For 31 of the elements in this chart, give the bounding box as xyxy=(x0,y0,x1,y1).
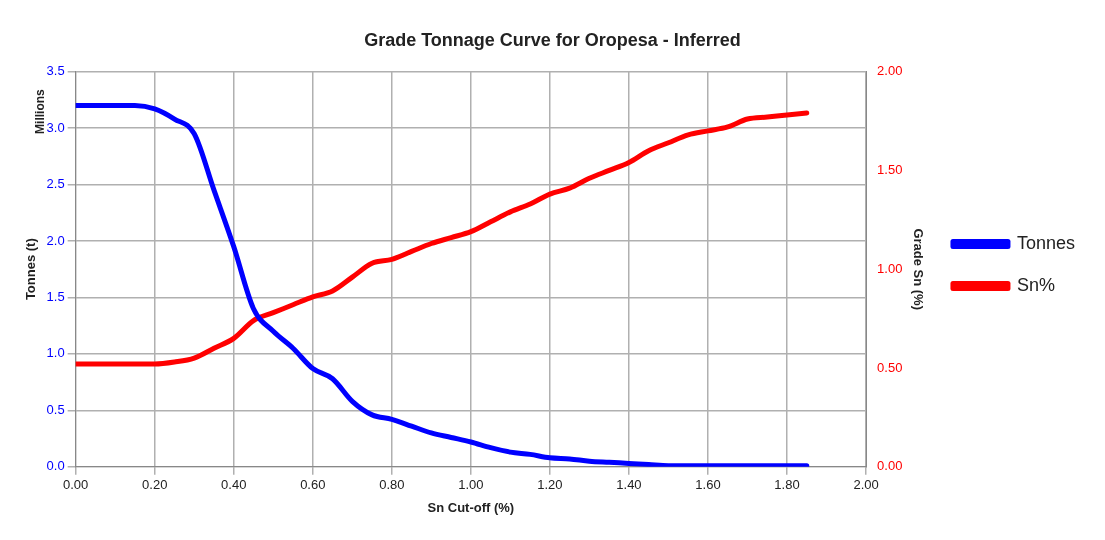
y-tick-label: 0.0 xyxy=(46,458,65,474)
x-tick-label: 1.80 xyxy=(774,477,800,493)
x-tick-label: 1.20 xyxy=(537,477,563,493)
x-tick-label: 1.00 xyxy=(458,477,484,493)
x-tick-label: 2.00 xyxy=(853,477,879,493)
y2-tick-label: 1.00 xyxy=(877,260,903,276)
y2-tick-label: 2.00 xyxy=(877,63,903,79)
y-tick-label: 1.0 xyxy=(46,345,65,361)
chart-title: Grade Tonnage Curve for Oropesa - Inferred xyxy=(364,29,741,50)
x-tick-label: 0.40 xyxy=(221,477,247,493)
legend-label: Sn% xyxy=(1016,274,1055,295)
x-tick-label: 0.80 xyxy=(379,477,405,493)
y2-axis-title: Grade Sn (%) xyxy=(910,228,926,311)
x-tick-label: 0.60 xyxy=(300,477,326,493)
legend-label: Tonnes xyxy=(1016,232,1075,253)
x-tick-label: 0.20 xyxy=(142,477,168,493)
y-tick-label: 2.0 xyxy=(46,232,65,248)
x-axis-title: Sn Cut-off (%) xyxy=(427,499,515,515)
text: Millions xyxy=(33,88,47,134)
y2-tick-label: 0.50 xyxy=(877,359,903,375)
y-tick-label: 3.0 xyxy=(46,119,65,135)
y2-tick-label: 0.00 xyxy=(877,458,903,474)
y2-tick-label: 1.50 xyxy=(877,161,903,177)
x-tick-label: 1.40 xyxy=(616,477,642,493)
y-tick-label: 2.5 xyxy=(46,176,65,192)
x-tick-label: 1.60 xyxy=(695,477,721,493)
x-tick-label: 0.00 xyxy=(63,477,89,493)
y-axis-title: Tonnes (t) xyxy=(23,238,39,301)
y-tick-label: 0.5 xyxy=(46,401,65,417)
y-tick-label: 3.5 xyxy=(46,63,65,79)
y-tick-label: 1.5 xyxy=(46,289,65,305)
